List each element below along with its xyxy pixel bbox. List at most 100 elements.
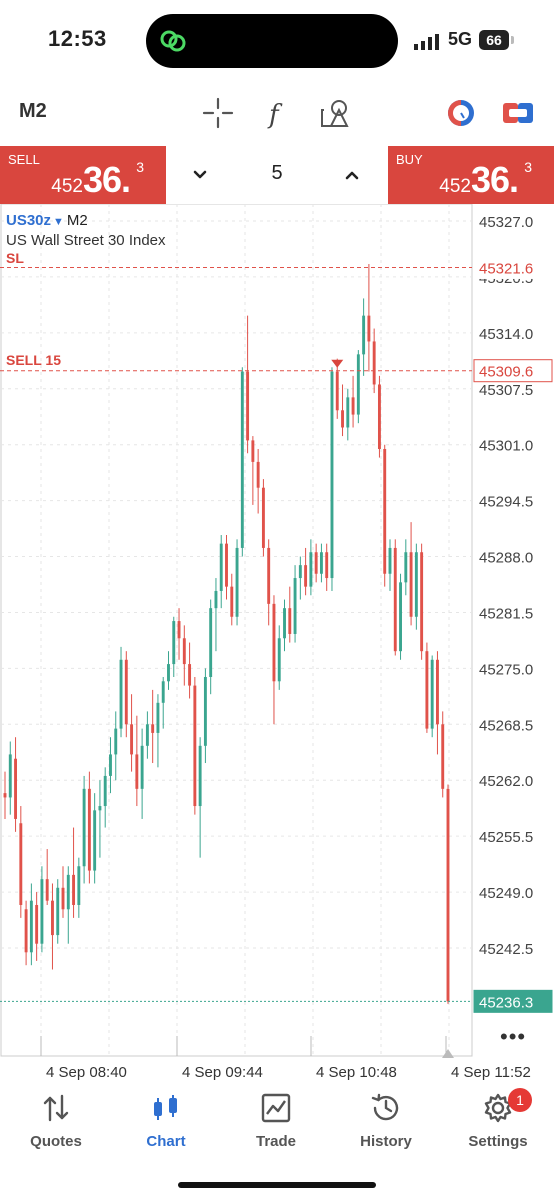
- sl-price-tag-box: [473, 255, 553, 279]
- nav-quotes[interactable]: Quotes: [6, 1088, 106, 1158]
- candle-body: [293, 578, 297, 634]
- nav-label-trade: Trade: [255, 1133, 297, 1150]
- candle-body: [235, 547, 239, 617]
- candle-body: [367, 315, 371, 342]
- candle-body: [77, 866, 81, 905]
- objects-icon[interactable]: [318, 96, 352, 130]
- candle-body: [425, 651, 429, 729]
- candle-body: [256, 461, 260, 488]
- network-type: 5G: [448, 29, 473, 49]
- candle-body: [3, 793, 7, 798]
- history-icon: [371, 1093, 399, 1121]
- candle-body: [103, 775, 107, 807]
- candle-body: [198, 745, 202, 807]
- candle-body: [35, 904, 39, 944]
- current-price-tag-box: [473, 989, 553, 1013]
- candle-body: [430, 659, 434, 729]
- candle-body: [193, 685, 197, 807]
- price-chart[interactable]: 45327.045320.545314.045307.545301.045294…: [0, 204, 554, 1084]
- candle-body: [240, 371, 244, 548]
- y-tick-label: 45275.0: [479, 661, 533, 678]
- candle-body: [272, 603, 276, 682]
- nav-history[interactable]: History: [336, 1088, 436, 1158]
- more-icon[interactable]: •••: [500, 1024, 527, 1049]
- candle-body: [24, 909, 28, 953]
- candle-body: [304, 565, 308, 587]
- order-price-tag-box: [473, 359, 553, 383]
- sell-label: SELL: [8, 152, 40, 167]
- candle-body: [177, 621, 181, 639]
- candle-body: [66, 874, 70, 910]
- candle-body: [51, 900, 54, 936]
- buy-price-sup: 3: [524, 159, 532, 175]
- scroll-end-icon: [442, 1049, 454, 1058]
- buy-price-prefix: 452: [439, 176, 471, 197]
- sell-entry-arrow-icon: [331, 359, 344, 368]
- candle-body: [372, 341, 376, 385]
- current-price-tag: 45236.3: [479, 994, 533, 1011]
- volume-increase-button[interactable]: [338, 162, 366, 188]
- stop-loss-label[interactable]: SL: [6, 250, 24, 266]
- candle-body: [93, 810, 97, 871]
- candle-body: [251, 440, 255, 462]
- trade-toggle-icon[interactable]: [501, 96, 535, 130]
- y-tick-label: 45255.5: [479, 829, 533, 846]
- candlestick-chart[interactable]: 45327.045320.545314.045307.545301.045294…: [0, 204, 554, 1084]
- candle-body: [346, 397, 350, 428]
- candle-body: [29, 900, 33, 953]
- candle-body: [414, 552, 418, 617]
- candle-body: [399, 582, 402, 652]
- y-tick-label: 45262.0: [479, 773, 533, 790]
- candle-body: [298, 565, 302, 579]
- link-icon: [160, 30, 186, 52]
- sell-price-sup: 3: [136, 159, 144, 175]
- nav-settings[interactable]: 1 Settings: [448, 1088, 548, 1158]
- candle-body: [288, 608, 292, 634]
- volume-decrease-button[interactable]: [186, 162, 214, 188]
- y-tick-label: 45314.0: [479, 326, 533, 343]
- y-tick-label: 45268.5: [479, 717, 533, 734]
- candle-body: [56, 887, 60, 936]
- function-icon[interactable]: f: [259, 96, 293, 130]
- y-tick-label: 45249.0: [479, 885, 533, 902]
- buy-button[interactable]: BUY 45236. 3: [388, 146, 554, 204]
- candle-body: [19, 823, 23, 905]
- symbol-dropdown-icon[interactable]: ▼: [53, 216, 64, 228]
- candle-body: [383, 448, 387, 574]
- chart-symbol[interactable]: US30z: [6, 212, 52, 229]
- candle-body: [362, 315, 366, 355]
- sell-order-label[interactable]: SELL 15: [6, 352, 61, 368]
- candle-body: [309, 552, 313, 587]
- candle-body: [72, 874, 76, 905]
- chart-toolbar: M2 f: [0, 92, 554, 136]
- y-tick-label: 45327.0: [479, 214, 533, 231]
- candle-body: [225, 543, 228, 587]
- candle-body: [130, 724, 134, 755]
- timeframe-button[interactable]: M2: [19, 100, 47, 122]
- candle-body: [319, 552, 323, 574]
- candle-body: [172, 621, 176, 665]
- crosshair-icon[interactable]: [201, 96, 235, 130]
- candle-body: [188, 664, 192, 686]
- candle-body: [267, 547, 271, 604]
- y-tick-label: 45307.5: [479, 382, 533, 399]
- nav-chart[interactable]: Chart: [116, 1088, 216, 1158]
- sell-button[interactable]: SELL 45236. 3: [0, 146, 166, 204]
- sl-price-tag: 45321.6: [479, 260, 533, 277]
- home-indicator: [178, 1182, 376, 1188]
- nav-trade[interactable]: Trade: [226, 1088, 326, 1158]
- chart-symbol-header[interactable]: US30z ▼ M2: [6, 212, 88, 229]
- candle-body: [377, 384, 381, 449]
- candle-body: [341, 410, 344, 428]
- volume-value[interactable]: 5: [271, 162, 283, 184]
- account-icon[interactable]: [444, 96, 478, 130]
- candle-body: [209, 608, 213, 677]
- candle-body: [446, 788, 450, 1002]
- status-time: 12:53: [48, 26, 107, 51]
- candle-body: [167, 664, 170, 682]
- candle-body: [351, 397, 355, 415]
- candle-body: [61, 887, 65, 910]
- status-bar: 12:53 5G 66: [0, 0, 554, 86]
- candle-body: [314, 552, 318, 574]
- candle-body: [356, 354, 360, 415]
